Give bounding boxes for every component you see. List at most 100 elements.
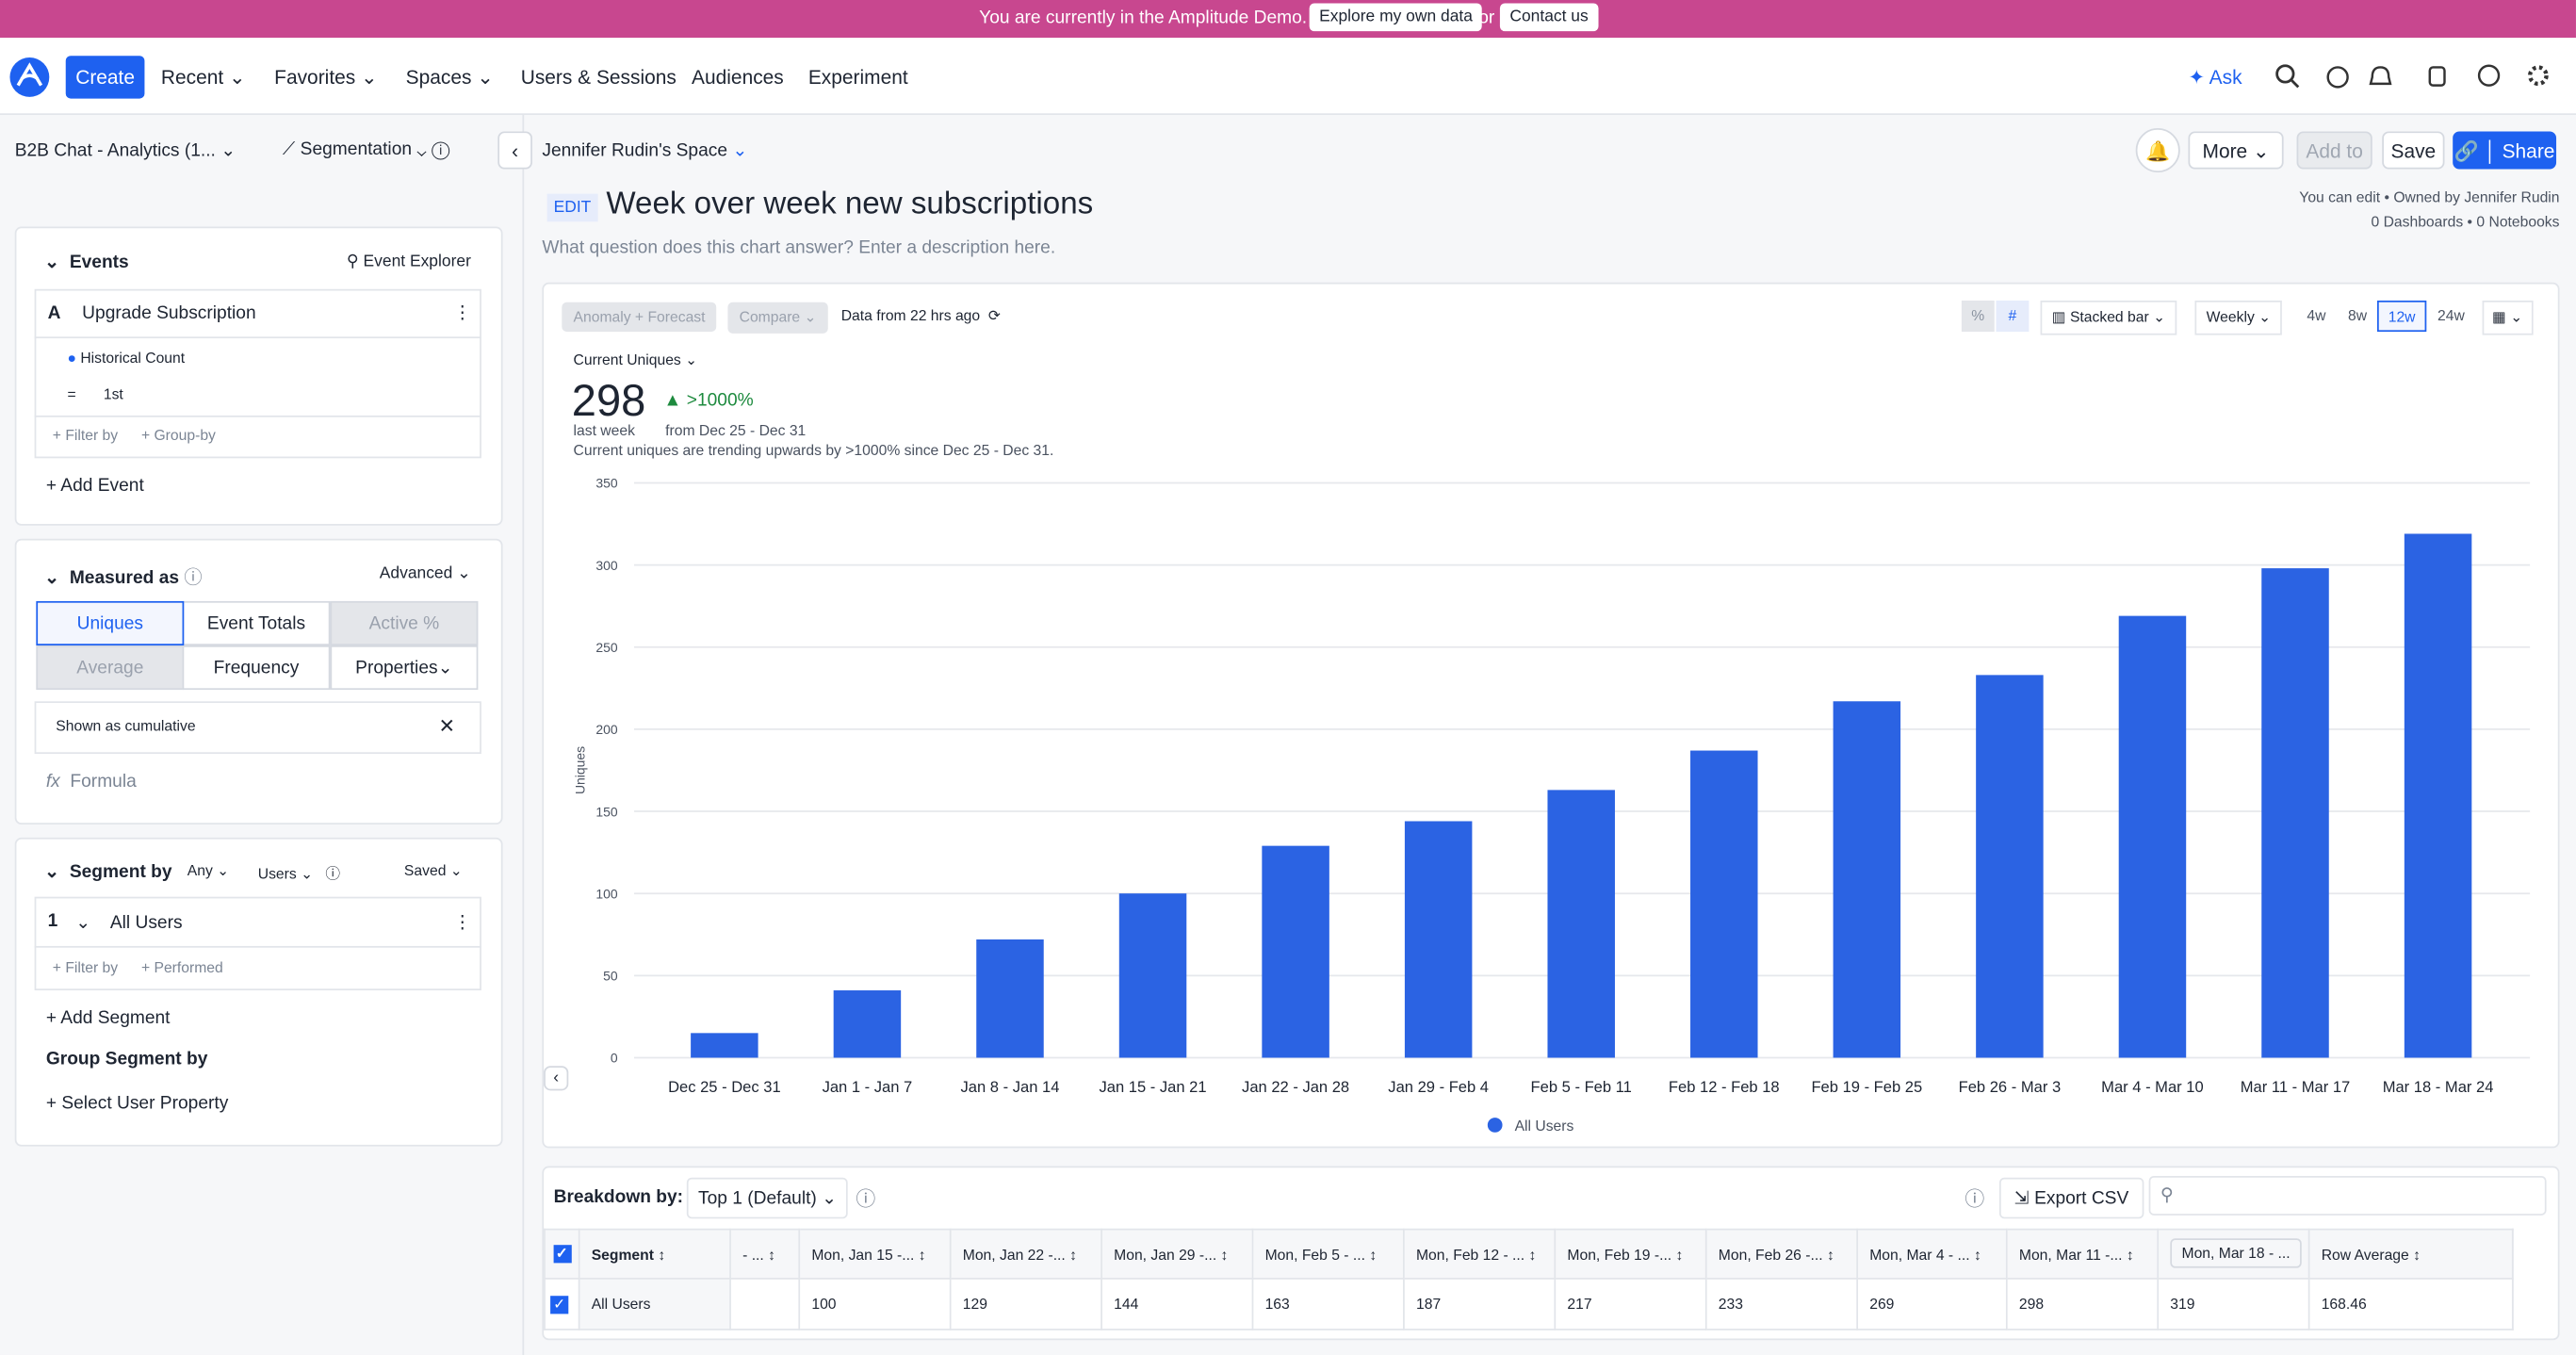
date-picker[interactable]: ▦ ⌄ [2482,300,2533,335]
save-button[interactable]: Save [2382,131,2445,170]
measure-option[interactable]: Average [36,645,185,691]
x-tick-label: Jan 22 - Jan 28 [1242,1078,1349,1096]
segment-menu[interactable]: ⋮ [453,913,472,934]
column-header[interactable]: Mon, Jan 15 -... ↕ [798,1228,952,1280]
select-all[interactable]: ✓ [544,1228,580,1280]
column-label: Mon, Feb 19 -... [1567,1246,1672,1263]
table: ✓ Segment ↕ - ... ↕ Mon, Jan 15 -... ↕ Mon, … [544,1228,2514,1331]
column-header[interactable]: Mon, Jan 22 -... ↕ [949,1228,1102,1280]
measure-option[interactable]: Event Totals [182,600,331,645]
nav-item[interactable]: Recent ⌄ [160,65,246,90]
percent-toggle[interactable]: % [1961,300,1995,333]
measured-label: Measured as [69,568,180,588]
export-info[interactable]: ⓘ [1965,1187,1985,1211]
row-select[interactable]: ✓ [544,1278,580,1331]
group-by[interactable]: + Group-by [140,427,216,444]
property-value[interactable]: 1st [103,385,123,403]
add-event[interactable]: + Add Event [45,476,144,497]
segment-performed[interactable]: + Performed [140,958,223,976]
compare-button[interactable]: Compare ⌄ [727,302,828,334]
scroll-left[interactable]: ‹ [544,1066,569,1091]
space-selector[interactable]: Jennifer Rudin's Space ⌄ [542,140,748,161]
column-header[interactable]: Mon, Feb 5 - ... ↕ [1251,1228,1405,1280]
y-axis-label: Uniques [573,746,588,794]
column-header[interactable]: - ... ↕ [729,1228,801,1280]
range-button[interactable]: 4w [2307,306,2326,324]
users-selector[interactable]: Users ⌄ ⓘ [257,865,341,882]
more-button[interactable]: More ⌄ [2188,131,2284,170]
add-to-button[interactable]: Add to [2296,131,2372,170]
event-menu[interactable]: ⋮ [453,303,472,324]
column-header[interactable]: Mon, Feb 12 - ... ↕ [1403,1228,1557,1280]
checkbox[interactable]: ✓ [552,1245,571,1264]
range-button[interactable]: 12w [2376,300,2427,333]
column-header[interactable]: Mon, Mar 4 - ... ↕ [1856,1228,2008,1280]
range-button[interactable]: 24w [2437,306,2465,324]
column-header[interactable]: Segment ↕ [578,1228,731,1280]
banner-text: You are currently in the Amplitude Demo. [979,8,1308,28]
column-header[interactable]: Mon, Feb 26 -... ↕ [1704,1228,1859,1280]
explore-button[interactable]: Explore my own data [1309,3,1483,32]
range-button[interactable]: 8w [2348,306,2368,324]
project-selector[interactable]: B2B Chat - Analytics (1... ⌄ [14,140,236,161]
column-header[interactable]: Mon, Jan 29 -... ↕ [1101,1228,1254,1280]
event-name[interactable]: Upgrade Subscription [82,303,256,324]
column-header[interactable]: Mon, Mar 11 -... ↕ [2005,1228,2160,1280]
event-box [34,288,481,459]
add-segment[interactable]: + Add Segment [45,1008,171,1029]
contact-button[interactable]: Contact us [1499,3,1599,32]
x-tick-label: Mar 18 - Mar 24 [2383,1078,2494,1096]
checkbox[interactable]: ✓ [550,1295,569,1314]
nav-item[interactable]: Spaces ⌄ [405,65,494,90]
breakdown-info[interactable]: ⓘ [856,1187,876,1211]
measure-option[interactable]: Frequency [182,645,331,691]
column-header[interactable]: Mon, Feb 19 -... ↕ [1554,1228,1707,1280]
data-table: ✓ Segment ↕ - ... ↕ Mon, Jan 15 -... ↕ Mon, … [544,1228,2514,1331]
segment-filter[interactable]: + Filter by [52,958,119,976]
measure-option[interactable]: Uniques [36,600,185,645]
event-explorer[interactable]: ⚲ Event Explorer [346,253,471,271]
bar [1118,893,1187,1058]
table-cell: 187 [1403,1278,1557,1331]
remove-cumulative[interactable]: ✕ [438,714,456,738]
logo[interactable] [8,56,51,98]
chart-type-selector[interactable]: ⟋ Segmentation ⌄ ⓘ [282,139,450,160]
interval-selector[interactable]: Weekly ⌄ [2194,300,2283,335]
any-selector[interactable]: Any ⌄ [187,862,230,879]
anomaly-button[interactable]: Anomaly + Forecast [562,302,717,333]
measure-option[interactable]: Active % [330,600,479,645]
column-header[interactable]: Mon, Mar 18 - ... ⌄ ↕ [2157,1228,2310,1280]
collapse-button[interactable]: ‹ [497,131,532,170]
filter-by[interactable]: + Filter by [52,427,119,444]
edit-tag[interactable]: EDIT [546,193,598,222]
share-button[interactable]: 🔗 │ Share [2453,131,2557,170]
breakdown-selector[interactable]: Top 1 (Default) ⌄ [686,1177,849,1219]
display-selector[interactable]: ▥ Stacked bar ⌄ [2040,300,2177,335]
interval-label: Weekly [2206,308,2255,326]
nav-item[interactable]: Favorites ⌄ [274,65,378,90]
description[interactable]: What question does this chart answer? En… [542,237,1056,258]
select-property[interactable]: + Select User Property [45,1093,229,1114]
segment-chevron[interactable]: ⌄ [75,913,91,934]
ask-button[interactable]: ✦ Ask [2188,65,2242,90]
column-header[interactable]: Row Average ↕ [2307,1228,2514,1280]
metric-selector[interactable]: Current Uniques ⌄ [573,351,698,368]
number-toggle[interactable]: # [1996,300,2030,333]
segment-name[interactable]: All Users [109,913,183,934]
measure-option[interactable]: Properties ⌄ [330,645,479,691]
saved-selector[interactable]: Saved ⌄ [403,862,463,879]
chart-title: Week over week new subscriptions [606,187,1094,222]
column-label: Mon, Mar 18 - ... [2170,1238,2302,1268]
alert-button[interactable]: 🔔 [2135,127,2180,173]
export-button[interactable]: ⇲ Export CSV [1998,1177,2144,1219]
nav-item[interactable]: Users & Sessions [521,66,677,89]
create-button[interactable]: Create [65,56,145,99]
search-box[interactable]: ⚲ [2148,1175,2547,1216]
advanced[interactable]: Advanced ⌄ [379,564,471,583]
property[interactable]: ● Historical Count [67,350,186,367]
formula[interactable]: fx Formula [45,772,137,792]
column-label: Row Average [2321,1246,2409,1263]
nav-item[interactable]: Experiment [808,66,908,89]
nav-item[interactable]: Audiences [692,66,784,89]
cumulative-box [34,701,481,755]
